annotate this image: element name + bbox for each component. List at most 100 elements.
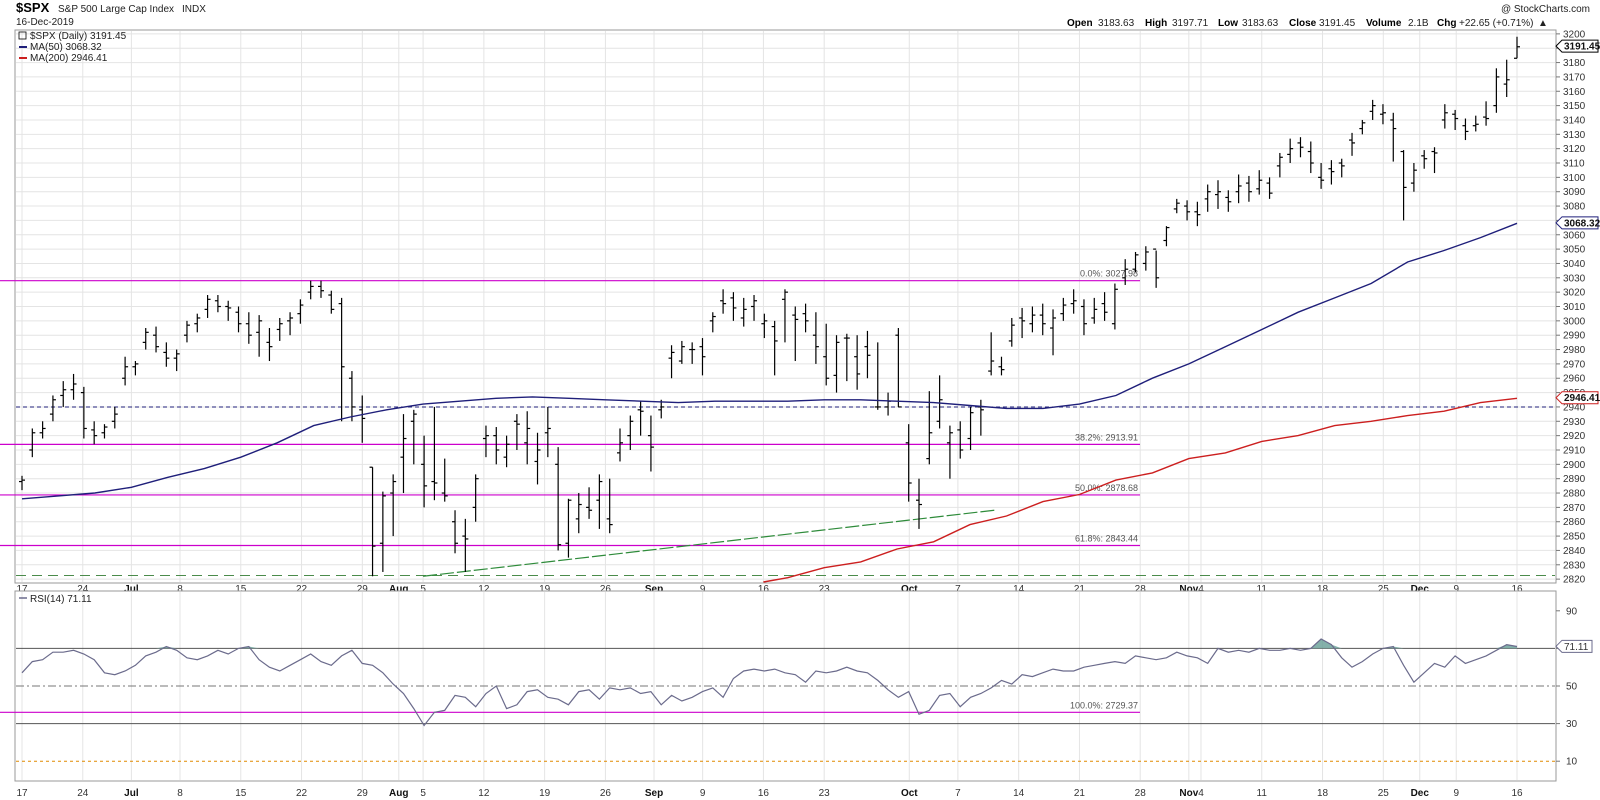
price-tick-label: 3050 <box>1563 245 1586 256</box>
ohlc-bar <box>575 493 582 534</box>
ohlc-bar <box>678 340 685 364</box>
ohlc-bar <box>1379 104 1386 125</box>
price-tick-label: 3140 <box>1563 115 1586 126</box>
ohlc-bar <box>452 510 459 554</box>
price-tick-label: 2830 <box>1563 560 1586 571</box>
price-tick-label: 2890 <box>1563 474 1586 485</box>
trend-line <box>423 509 995 577</box>
price-tick-label: 2940 <box>1563 402 1586 413</box>
ohlc-bar <box>359 395 366 443</box>
price-tick-label: 3060 <box>1563 230 1586 241</box>
ohlc-bar <box>328 290 335 314</box>
date-tick-label: 15 <box>235 788 247 799</box>
ohlc-bar <box>173 349 180 372</box>
ohlc-bar <box>153 326 160 353</box>
date-tick-label: Oct <box>901 584 918 595</box>
ohlc-bar <box>1235 174 1242 204</box>
rsi-series <box>21 638 1518 727</box>
date-tick-label: 12 <box>478 788 490 799</box>
date-tick-label: Sep <box>645 584 663 595</box>
ohlc-bar <box>513 414 520 450</box>
ohlc-bar <box>235 306 242 333</box>
date-tick-label: Aug <box>389 584 408 595</box>
date-tick-label: 5 <box>420 788 426 799</box>
ohlc-bar <box>49 395 56 422</box>
ohlc-bar <box>1338 158 1345 178</box>
ohlc-bar <box>1493 68 1500 113</box>
ohlc-bar <box>1070 289 1077 314</box>
date-tick-label: 19 <box>539 788 551 799</box>
ma200-tag-shape <box>1555 391 1599 405</box>
ohlc-bar <box>761 313 768 339</box>
symbol-name: S&P 500 Large Cap Index <box>58 4 174 15</box>
ohlc-bar <box>122 356 129 386</box>
chart-date: 16-Dec-2019 <box>16 17 74 28</box>
price-tick-label: 3040 <box>1563 259 1586 270</box>
date-tick-label: Jul <box>124 788 139 799</box>
ohlc-bar <box>1359 119 1366 135</box>
ohlc-bar <box>91 421 98 445</box>
ohlc-bar <box>1215 180 1221 209</box>
ohlc-bar <box>1472 115 1479 132</box>
ohlc-bar <box>833 335 840 393</box>
date-tick-label: 4 <box>1198 584 1204 595</box>
ohlc-bar <box>1287 138 1294 164</box>
ma200-tag: 2946.41 <box>1555 391 1600 405</box>
rsi-last-tag-text: 71.11 <box>1564 642 1589 653</box>
ohlc-bar <box>699 338 706 376</box>
ohlc-bar <box>658 399 665 419</box>
svg-text:Volume: Volume <box>1366 18 1402 29</box>
ohlc-bar <box>1318 163 1325 189</box>
ma50-tag-shape <box>1555 216 1599 230</box>
ohlc-bar <box>1163 226 1170 247</box>
date-tick-label: 21 <box>1074 584 1086 595</box>
price-legend: $SPX (Daily) 3191.45 MA(50) 3068.32 MA(2… <box>18 31 127 64</box>
fib-label: 50.0%: 2878.68 <box>1075 483 1138 493</box>
svg-text:Low: Low <box>1218 18 1238 29</box>
price-tick-label: 2880 <box>1563 489 1586 500</box>
ohlc-bar <box>586 487 593 519</box>
ohlc-bar <box>1307 141 1314 174</box>
ohlc-bar <box>957 421 964 459</box>
ohlc-bar <box>1194 201 1201 227</box>
ohlc-bar <box>998 356 1005 376</box>
ohlc-bar <box>163 342 170 367</box>
date-tick-label: 7 <box>955 584 961 595</box>
ohlc-bar <box>812 312 819 364</box>
ohlc-bar <box>1204 184 1211 212</box>
date-tick-label: Sep <box>645 788 663 799</box>
price-tick-label: 3150 <box>1563 101 1586 112</box>
ohlc-bar <box>544 406 551 458</box>
ohlc-bar <box>988 332 995 376</box>
price-tick-label: 3160 <box>1563 87 1586 98</box>
date-tick-label: 26 <box>600 788 612 799</box>
ohlc-bar <box>225 300 232 321</box>
ohlc-bar <box>874 342 881 410</box>
ohlc-bar <box>1514 36 1520 59</box>
ohlc-bar <box>843 333 850 382</box>
price-tick-label: 3020 <box>1563 288 1586 299</box>
ohlc-bar <box>524 411 531 465</box>
ohlc-bar <box>348 371 355 422</box>
ohlc-bar <box>421 435 428 508</box>
ohlc-bar <box>668 345 675 379</box>
price-tick-label: 3120 <box>1563 144 1586 155</box>
ohlc-bar <box>1050 309 1057 356</box>
price-tick-label: 2840 <box>1563 546 1586 557</box>
ohlc-bar <box>1431 147 1438 174</box>
ohlc-bar <box>946 425 953 479</box>
rsi-tick-label: 90 <box>1566 606 1578 617</box>
svg-text:High: High <box>1145 18 1167 29</box>
ohlc-bar <box>101 424 108 439</box>
ohlc-bar <box>689 342 696 364</box>
ohlc-bar <box>19 475 25 491</box>
date-tick-label: 14 <box>1013 584 1025 595</box>
ohlc-bar <box>895 328 902 408</box>
price-tick-label: 2980 <box>1563 345 1586 356</box>
date-tick-label: 16 <box>758 788 770 799</box>
ohlc-bar <box>1452 109 1459 131</box>
svg-text:Close: Close <box>1289 18 1317 29</box>
rsi-last-tag-shape <box>1555 639 1593 653</box>
ohlc-bar <box>287 312 294 336</box>
ohlc-bar <box>111 406 118 429</box>
